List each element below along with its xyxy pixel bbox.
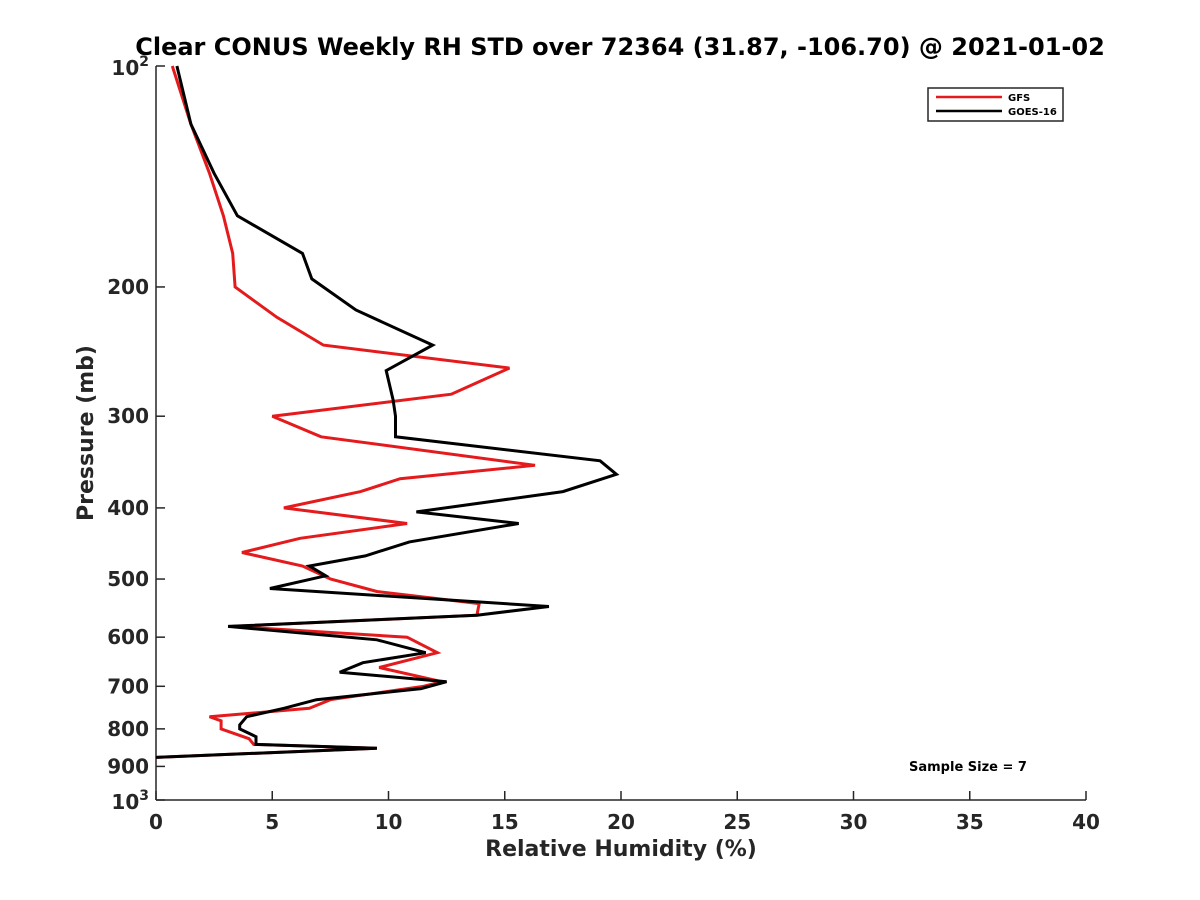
x-tick-label: 5 [265, 810, 279, 834]
x-tick-label: 35 [956, 810, 984, 834]
y-axis-label: Pressure (mb) [74, 345, 99, 521]
series-line-goes-16 [155, 65, 620, 759]
y-tick-label: 900 [107, 754, 149, 778]
legend-box [927, 87, 1064, 122]
x-tick-label: 15 [491, 810, 519, 834]
x-ticks: 0 5 10 15 20 25 30 35 40 [149, 791, 1100, 834]
y-tick-label: 200 [107, 275, 149, 299]
y-tick-label: 103 [111, 788, 149, 814]
x-tick-label: 40 [1072, 810, 1100, 834]
x-tick-label: 0 [149, 810, 163, 834]
legend-gfs-label: GFS [1008, 93, 1030, 104]
y-tick-label: 102 [111, 54, 149, 80]
y-tick-label: 800 [107, 717, 149, 741]
y-tick-label: 400 [107, 496, 149, 520]
y-tick-label: 300 [107, 404, 149, 428]
legend: GFS GOES-16 [927, 87, 1064, 122]
x-tick-label: 10 [375, 810, 403, 834]
x-tick-label: 30 [840, 810, 868, 834]
sample-size-annotation: Sample Size = 7 [909, 760, 1027, 775]
axes [155, 66, 1086, 801]
x-tick-label: 20 [607, 810, 635, 834]
chart-title: Clear CONUS Weekly RH STD over 72364 (31… [135, 33, 1105, 61]
y-tick-label: 500 [107, 567, 149, 591]
x-tick-label: 25 [723, 810, 751, 834]
series-layer [155, 65, 620, 759]
y-tick-label: 700 [107, 674, 149, 698]
y-tick-label: 600 [107, 625, 149, 649]
legend-goes-label: GOES-16 [1008, 107, 1057, 118]
y-tick-base: 10 [111, 56, 139, 80]
series-line-gfs [155, 65, 536, 759]
y-tick-exponent: 3 [139, 788, 149, 804]
x-axis-label: Relative Humidity (%) [485, 837, 757, 862]
y-tick-exponent: 2 [139, 54, 149, 70]
y-tick-base: 10 [111, 790, 139, 814]
